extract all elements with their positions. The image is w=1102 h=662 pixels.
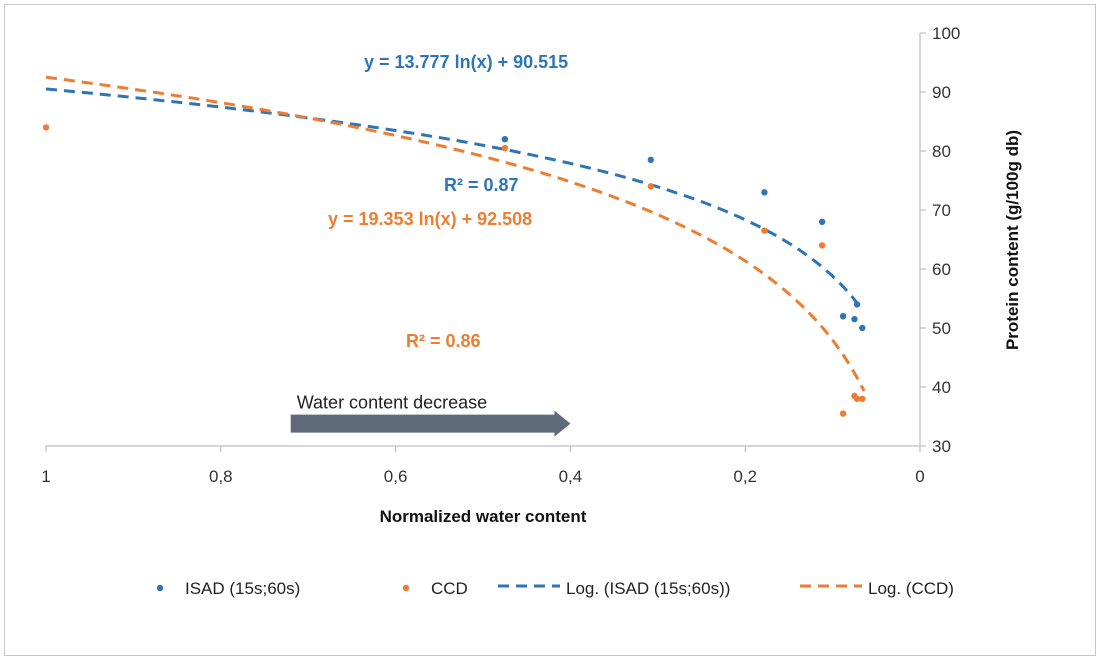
legend-marker: [402, 584, 410, 592]
data-points: [42, 124, 866, 417]
ccd-data-point: [761, 227, 768, 234]
trendlines: [45, 75, 866, 392]
legend: ISAD (15s;60s) CCD Log. (ISAD (15s;60s)) Lo…: [156, 579, 954, 598]
isad-data-point: [647, 156, 655, 164]
water-decrease-arrow: [290, 410, 571, 437]
axes: 1 0,8 0,6 0,4 0,2 0 30 40 50 60 70 80 90 100: [41, 24, 960, 486]
legend-label: Log. (CCD): [868, 579, 954, 598]
annotations: y = 13.777 ln(x) + 90.515 R² = 0.87 y = …: [290, 52, 571, 437]
y-tick-label: 90: [932, 83, 951, 102]
ccd-data-point: [818, 242, 826, 249]
ccd-r2-label: R² = 0.86: [406, 331, 481, 351]
y-axis-title: Protein content (g/100g db): [1003, 130, 1022, 350]
isad-data-point: [761, 189, 768, 196]
x-axis-title: Normalized water content: [380, 507, 587, 526]
isad-data-point: [853, 301, 861, 308]
x-tick-label: 0,2: [733, 467, 757, 486]
y-tick-label: 80: [932, 142, 951, 161]
legend-label: Log. (ISAD (15s;60s)): [566, 579, 730, 598]
y-tick-label: 60: [932, 260, 951, 279]
y-tick-label: 100: [932, 24, 960, 43]
ccd-trendline: [45, 75, 866, 392]
legend-label: ISAD (15s;60s): [185, 579, 300, 598]
water-decrease-label: Water content decrease: [297, 393, 487, 413]
ccd-data-point: [839, 410, 847, 417]
isad-data-point: [501, 136, 509, 143]
x-tick-label: 0: [915, 467, 924, 486]
isad-data-point: [859, 324, 866, 332]
ccd-data-point: [647, 183, 655, 190]
isad-data-point: [818, 218, 826, 225]
ccd-data-point: [501, 144, 509, 152]
isad-data-point: [839, 313, 847, 320]
x-tick-label: 1: [41, 467, 50, 486]
isad-data-point: [851, 315, 858, 323]
isad-r2-label: R² = 0.87: [444, 175, 519, 195]
isad-trendline: [45, 87, 864, 311]
ccd-data-point: [42, 124, 50, 131]
isad-equation-label: y = 13.777 ln(x) + 90.515: [364, 52, 568, 72]
axis-titles: Normalized water content Protein content…: [380, 130, 1022, 526]
legend-label: CCD: [431, 579, 468, 598]
legend-marker: [156, 584, 164, 592]
y-tick-label: 50: [932, 319, 951, 338]
x-tick-label: 0,4: [559, 467, 583, 486]
x-tick-label: 0,8: [209, 467, 233, 486]
ccd-data-point: [859, 395, 866, 402]
ccd-data-point: [853, 395, 861, 402]
y-tick-label: 70: [932, 201, 951, 220]
ccd-equation-label: y = 19.353 ln(x) + 92.508: [328, 209, 532, 229]
y-tick-label: 40: [932, 378, 951, 397]
x-tick-label: 0,6: [384, 467, 408, 486]
y-tick-label: 30: [932, 437, 951, 456]
chart-frame: [4, 4, 1096, 656]
